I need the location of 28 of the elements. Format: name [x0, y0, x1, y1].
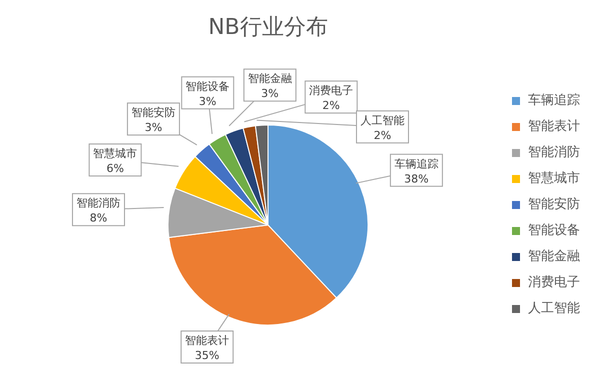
legend-label: 智能表计 [528, 118, 580, 136]
legend-label: 智能金融 [528, 248, 580, 266]
slice-label: 智能消防 [76, 196, 120, 210]
data-label: 6% [106, 162, 124, 175]
slice-label: 人工智能 [360, 114, 404, 127]
slice-label: 车辆追踪 [394, 157, 438, 170]
legend-label: 人工智能 [528, 300, 580, 318]
data-label: 8% [90, 212, 108, 225]
data-label: 3% [261, 87, 279, 100]
slice-label: 消费电子 [309, 84, 354, 98]
slice-label: 智能表计 [185, 334, 230, 348]
data-label: 35% [194, 349, 220, 362]
legend-label: 智能安防 [528, 196, 580, 214]
slice-label: 智能设备 [186, 80, 230, 93]
chart-title: NB行业分布 [207, 14, 329, 42]
legend-label: 车辆追踪 [528, 92, 580, 110]
data-label: 3% [144, 121, 162, 134]
legend-label: 智能设备 [528, 222, 580, 240]
legend-label: 智慧城市 [528, 170, 580, 188]
slice-label: 智慧城市 [93, 146, 138, 160]
data-label: 2% [322, 99, 340, 112]
legend-label: 消费电子 [528, 274, 580, 292]
data-label: 2% [374, 128, 392, 142]
slice-label: 智能金融 [248, 72, 292, 86]
slice-label: 智能安防 [131, 106, 176, 120]
data-label: 38% [404, 172, 429, 186]
data-label: 3% [198, 94, 216, 108]
legend-label: 智能消防 [528, 144, 580, 162]
